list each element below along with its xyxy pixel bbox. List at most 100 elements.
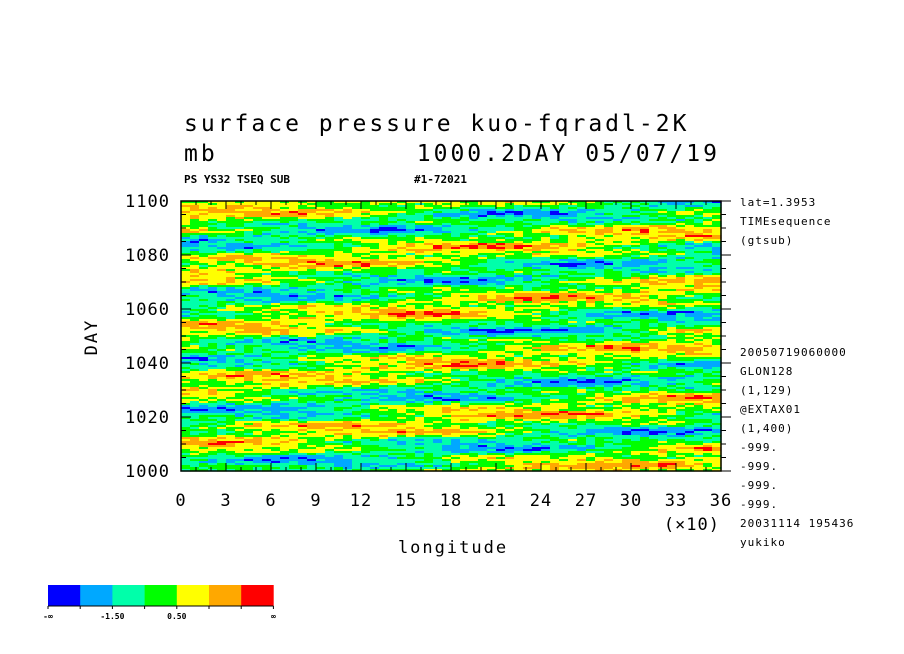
heatmap-cell (289, 257, 299, 260)
heatmap-cell (352, 345, 362, 348)
heatmap-cell (442, 325, 452, 328)
heatmap-cell (514, 317, 524, 320)
heatmap-cell (217, 225, 227, 228)
heatmap-cell (541, 301, 551, 304)
heatmap-cell (451, 265, 461, 268)
heatmap-cell (496, 271, 506, 274)
heatmap-cell (208, 203, 218, 206)
heatmap-cell (550, 239, 560, 242)
heatmap-cell (280, 205, 290, 208)
heatmap-cell (262, 273, 272, 276)
heatmap-cell (595, 239, 605, 242)
heatmap-cell (559, 315, 569, 318)
heatmap-cell (451, 217, 461, 220)
heatmap-cell (694, 211, 704, 214)
heatmap-cell (397, 237, 407, 240)
heatmap-cell (397, 317, 407, 320)
heatmap-cell (379, 365, 389, 368)
heatmap-cell (613, 303, 623, 306)
heatmap-cell (415, 305, 425, 308)
heatmap-cell (280, 347, 290, 350)
heatmap-cell (541, 331, 551, 334)
heatmap-cell (244, 341, 254, 344)
heatmap-cell (343, 363, 353, 366)
heatmap-cell (649, 237, 659, 240)
heatmap-cell (649, 309, 659, 312)
heatmap-cell (388, 287, 398, 290)
heatmap-cell (334, 209, 344, 212)
heatmap-cell (487, 355, 497, 358)
heatmap-cell (262, 207, 272, 210)
heatmap-cell (703, 261, 713, 264)
heatmap-cell (613, 233, 623, 236)
heatmap-cell (244, 313, 254, 316)
heatmap-cell (289, 363, 299, 366)
heatmap-cell (460, 329, 470, 332)
heatmap-cell (244, 335, 254, 338)
heatmap-cell (487, 233, 497, 236)
heatmap-cell (514, 203, 524, 206)
heatmap-cell (199, 337, 209, 340)
heatmap-cell (676, 263, 686, 266)
heatmap-cell (640, 329, 650, 332)
heatmap-cell (541, 337, 551, 340)
heatmap-cell (460, 223, 470, 226)
heatmap-cell (487, 273, 497, 276)
heatmap-cell (658, 217, 668, 220)
heatmap-cell (433, 249, 443, 252)
heatmap-cell (613, 313, 623, 316)
heatmap-cell (577, 209, 587, 212)
heatmap-cell (343, 285, 353, 288)
heatmap-cell (685, 271, 695, 274)
heatmap-cell (577, 249, 587, 252)
heatmap-cell (199, 289, 209, 292)
heatmap-cell (595, 231, 605, 234)
heatmap-cell (370, 253, 380, 256)
heatmap-cell (712, 317, 722, 320)
heatmap-cell (640, 263, 650, 266)
heatmap-cell (181, 277, 191, 280)
heatmap-cell (406, 223, 416, 226)
heatmap-cell (226, 323, 236, 326)
heatmap-cell (604, 287, 614, 290)
heatmap-cell (262, 333, 272, 336)
heatmap-cell (442, 309, 452, 312)
heatmap-cell (307, 213, 317, 216)
heatmap-cell (649, 317, 659, 320)
heatmap-cell (190, 309, 200, 312)
heatmap-cell (199, 239, 209, 242)
heatmap-cell (577, 257, 587, 260)
heatmap-cell (532, 261, 542, 264)
heatmap-cell (271, 365, 281, 368)
heatmap-cell (586, 359, 596, 362)
heatmap-cell (316, 253, 326, 256)
heatmap-cell (586, 365, 596, 368)
heatmap-cell (343, 223, 353, 226)
heatmap-cell (568, 215, 578, 218)
heatmap-cell (379, 299, 389, 302)
heatmap-cell (568, 225, 578, 228)
heatmap-cell (487, 327, 497, 330)
heatmap-cell (613, 335, 623, 338)
heatmap-cell (343, 219, 353, 222)
heatmap-cell (298, 283, 308, 286)
heatmap-cell (505, 361, 515, 364)
heatmap-cell (712, 243, 722, 246)
heatmap-cell (667, 345, 677, 348)
heatmap-cell (271, 223, 281, 226)
heatmap-cell (181, 301, 191, 304)
heatmap-cell (388, 363, 398, 366)
heatmap-cell (334, 357, 344, 360)
heatmap-cell (208, 275, 218, 278)
heatmap-cell (343, 289, 353, 292)
heatmap-cell (289, 285, 299, 288)
heatmap-cell (217, 299, 227, 302)
heatmap-cell (631, 321, 641, 324)
heatmap-cell (694, 207, 704, 210)
heatmap-cell (460, 303, 470, 306)
heatmap-cell (244, 279, 254, 282)
heatmap-cell (397, 355, 407, 358)
heatmap-cell (316, 301, 326, 304)
heatmap-cell (388, 269, 398, 272)
heatmap-cell (658, 309, 668, 312)
